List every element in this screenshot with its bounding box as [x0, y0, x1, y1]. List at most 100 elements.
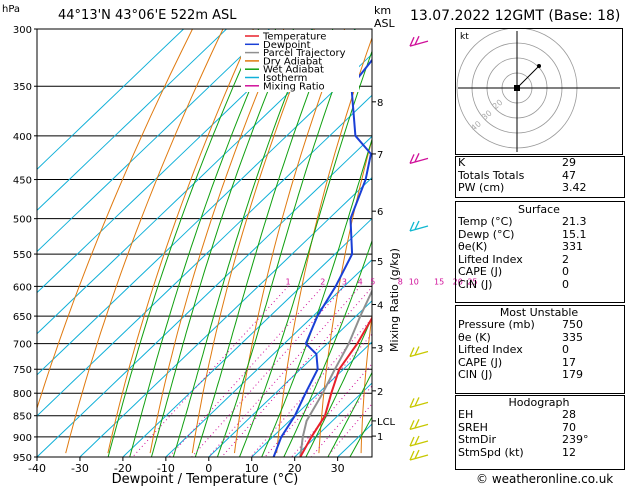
wind-barb-flag [409, 436, 415, 447]
most-unstable-value: 179 [562, 368, 583, 382]
most-unstable-label: Pressure (mb) [458, 318, 535, 331]
isotherm-line [37, 29, 270, 253]
hpa-unit-label: hPa [2, 4, 21, 15]
wind-barb-staff [409, 157, 429, 164]
hodograph-table-title: Hodograph [508, 396, 570, 409]
surface-box [455, 201, 625, 303]
hodograph-box: kt 20 30 40 [455, 28, 623, 155]
wet-adiabat-line [150, 29, 295, 457]
hodograph-ring-label: 40 [469, 119, 483, 132]
isotherm-line [165, 259, 372, 457]
wind-barb-staff [409, 350, 429, 358]
legend-label: Dry Adiabat [263, 56, 322, 67]
most-unstable-row: CAPE (J) 17 [455, 355, 623, 370]
wet-adiabat-line [305, 316, 372, 457]
index-label: K [458, 156, 466, 169]
surface-row: θe(K) 331 [455, 241, 623, 254]
isotherm-line [37, 53, 372, 376]
mixing-ratio-label: 20 [453, 277, 463, 286]
mixing-ratio-label: 2 [320, 277, 325, 286]
mixing-ratio-line [221, 286, 372, 457]
surface-value: 0 [562, 277, 569, 291]
wind-barb-flag [414, 346, 420, 356]
dry-adiabat-line [149, 29, 285, 454]
mixing-ratio-label: 1 [286, 277, 291, 286]
temp-tick-label: 30 [331, 462, 345, 475]
pressure-tick-label: 500 [13, 215, 32, 226]
isotherm-line [251, 341, 372, 457]
temp-tick-label: 0 [205, 462, 212, 475]
hodograph-trace [516, 65, 540, 89]
pressure-tick-label: 900 [13, 433, 32, 444]
pressure-tick-label: 750 [13, 365, 32, 376]
indices-table: K 29 Totals Totals 47 PW (cm) 3.42 [455, 156, 623, 195]
wet-adiabat-line [194, 29, 334, 457]
most-unstable-label: CIN (J) [458, 368, 493, 382]
hodograph-stat-value: 12 [562, 445, 576, 459]
km-tick-label: 8 [377, 98, 383, 109]
hodograph-ring-label: 30 [480, 108, 494, 121]
hodograph-table: Hodograph EH 28 SREH 70 StmDir 239° StmSpd (kt… [455, 396, 623, 459]
legend-label: Temperature [262, 32, 326, 43]
wet-adiabat-line [327, 371, 372, 457]
isotherm-line [37, 135, 372, 457]
isotherm-line [294, 382, 372, 457]
most-unstable-value: 0 [562, 343, 569, 357]
pressure-tick-label: 400 [13, 132, 32, 143]
km-tick-label: 1 [377, 432, 383, 443]
wind-barb-flag [414, 35, 420, 45]
wind-barb-flag [414, 220, 420, 230]
most-unstable-value: 335 [562, 330, 583, 344]
wet-adiabat-line [261, 137, 372, 457]
pressure-tick-label: 950 [13, 453, 32, 464]
index-value: 47 [562, 168, 576, 182]
most-unstable-value: 17 [562, 355, 576, 369]
copyright: © weatheronline.co.uk [476, 472, 614, 486]
wind-barb-flag [409, 221, 415, 232]
index-value: 29 [562, 156, 576, 169]
km-tick-label: 4 [377, 300, 383, 311]
index-value: 3.42 [562, 181, 587, 195]
index-row: K 29 [455, 156, 623, 170]
asl-label: ASL [374, 17, 395, 30]
pressure-tick-label: 650 [13, 312, 32, 323]
wet-adiabat-line [283, 239, 372, 457]
index-label: Totals Totals [458, 168, 525, 182]
hodograph-stat-row: EH 28 [455, 408, 623, 422]
surface-row: CAPE (J) 0 [455, 266, 623, 279]
most-unstable-row: θe (K) 335 [455, 330, 623, 345]
datetime-title: 13.07.2022 12GMT (Base: 18) [410, 8, 621, 24]
pressure-tick-label: 700 [13, 340, 32, 351]
index-row: PW (cm) 3.42 [455, 182, 623, 195]
wind-barb-staff [409, 423, 429, 430]
mixing-ratio-axis-label: Mixing Ratio (g/kg) [388, 248, 401, 352]
wind-barb-flag [409, 36, 415, 47]
wind-barb-flag [409, 450, 415, 461]
hodograph-stat-value: 239° [562, 433, 589, 447]
dewpoint-line [272, 58, 372, 457]
surface-row: Dewp (°C) 15.1 [455, 227, 623, 242]
dry-adiabat-line [276, 36, 372, 454]
pressure-tick-label: 600 [13, 282, 32, 293]
x-axis-label: Dewpoint / Temperature (°C) [112, 472, 299, 486]
wet-adiabat-line [172, 29, 313, 457]
temp-tick-label: -10 [157, 462, 175, 475]
temperature-line [299, 316, 372, 457]
hodograph-unit: kt [460, 32, 469, 42]
wind-barb-flag [409, 154, 415, 164]
surface-row: Temp (°C) 21.3 [455, 215, 623, 229]
surface-value: 15.1 [562, 227, 587, 241]
km-tick-label: LCL [377, 417, 396, 428]
wind-barb-staff [409, 440, 429, 447]
wind-barb-flag [414, 397, 420, 407]
pressure-tick-label: 800 [13, 389, 32, 400]
mixing-ratio-label: 25 [467, 277, 477, 286]
isotherm-line [37, 29, 313, 294]
temp-tick-label: 20 [288, 462, 302, 475]
isotherm-line [37, 29, 356, 335]
surface-label: CIN (J) [458, 277, 493, 291]
temp-tick-label: -30 [71, 462, 89, 475]
wind-barb-flag [409, 398, 415, 408]
km-unit-label: km [374, 4, 392, 17]
